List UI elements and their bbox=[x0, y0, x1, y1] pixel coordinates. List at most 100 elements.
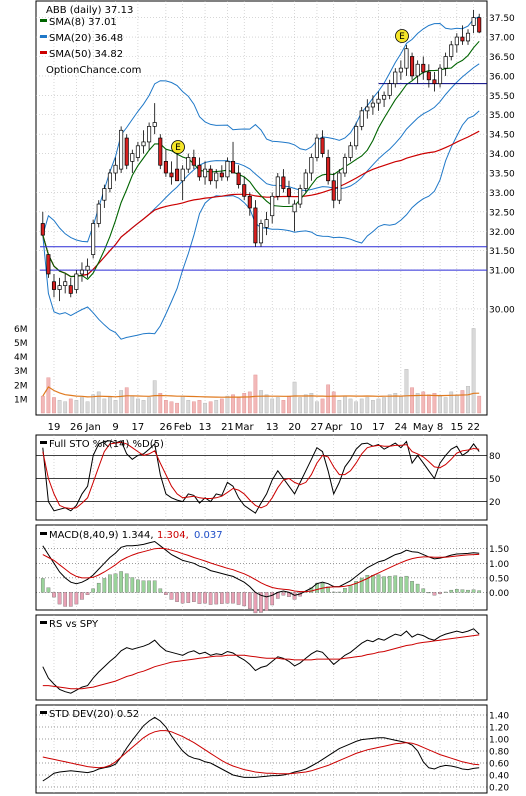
volume-bar bbox=[454, 394, 459, 414]
volume-bar bbox=[57, 400, 62, 414]
candle-body bbox=[404, 48, 409, 69]
candle-body bbox=[449, 44, 454, 57]
candle-body bbox=[96, 203, 101, 224]
candle-body bbox=[191, 157, 196, 166]
macd-histogram-bar bbox=[253, 592, 258, 614]
volume-bar bbox=[438, 395, 442, 414]
candle-body bbox=[376, 98, 381, 104]
earnings-marker-feb: E bbox=[171, 140, 185, 154]
candle-body bbox=[152, 122, 157, 127]
earnings-marker-label: E bbox=[175, 143, 181, 153]
volume-bar bbox=[298, 397, 303, 414]
macd-histogram-bar bbox=[415, 583, 420, 593]
volume-bar bbox=[449, 391, 454, 414]
earnings-marker-apr: E bbox=[395, 29, 409, 43]
candle-body bbox=[119, 129, 124, 170]
stddev-title: STD DEV(20) 0.52 bbox=[49, 709, 139, 720]
candle-body bbox=[113, 164, 118, 174]
macd-histogram-bar bbox=[337, 591, 342, 593]
volume-bars bbox=[40, 328, 482, 414]
candle-body bbox=[203, 168, 208, 178]
volume-tick-label: 3M bbox=[14, 367, 28, 377]
volume-bar bbox=[231, 394, 235, 414]
stddev-tick-label: 0.20 bbox=[489, 784, 509, 794]
macd-histogram-bar bbox=[231, 592, 235, 604]
price-tick-label: 36.00 bbox=[489, 72, 515, 82]
volume-tick-label: 6M bbox=[14, 325, 28, 335]
candle-body bbox=[465, 32, 471, 42]
macd-tick-label: 1.00 bbox=[489, 560, 509, 570]
candle-body bbox=[141, 141, 146, 147]
volume-bar bbox=[398, 395, 403, 414]
candle-body bbox=[387, 83, 392, 96]
candle-body bbox=[337, 172, 342, 201]
candle-body bbox=[124, 137, 129, 166]
x-tick-label: 20 bbox=[288, 422, 301, 433]
volume-bar bbox=[152, 380, 157, 414]
candle-body bbox=[421, 63, 426, 73]
macd-histogram-bar bbox=[466, 589, 470, 593]
x-tick-label: May bbox=[413, 422, 434, 433]
candle-body bbox=[298, 188, 303, 205]
indicator-lines bbox=[40, 440, 482, 782]
x-tick-label: 15 bbox=[450, 422, 463, 433]
macd-title: MACD(8,40,9) 1.344, bbox=[49, 530, 154, 541]
price-tick-label: 32.50 bbox=[489, 208, 515, 218]
volume-bar bbox=[421, 391, 426, 414]
volume-tick-label: 4M bbox=[14, 353, 28, 363]
macd-line bbox=[42, 540, 480, 598]
macd-histogram-bar bbox=[365, 575, 370, 593]
macd-hist-value: 0.037 bbox=[194, 530, 223, 541]
volume-bar bbox=[52, 397, 56, 414]
macd-histogram-bar bbox=[376, 574, 381, 593]
candle-body bbox=[393, 71, 398, 85]
macd-tick-label: 0.00 bbox=[489, 589, 509, 599]
volume-bar bbox=[96, 391, 101, 414]
macd-signal-line bbox=[42, 547, 480, 593]
candle-body bbox=[169, 172, 174, 178]
sma50-line bbox=[42, 130, 480, 278]
volume-bar bbox=[259, 390, 263, 414]
volume-bar bbox=[292, 381, 297, 414]
volume-bar bbox=[348, 398, 353, 414]
candle-body bbox=[303, 172, 308, 189]
volume-bar bbox=[136, 398, 140, 414]
candle-body bbox=[354, 126, 359, 147]
macd-histogram-bar bbox=[208, 592, 213, 605]
volume-average-line bbox=[42, 386, 480, 398]
candle-body bbox=[382, 94, 387, 100]
candle-body bbox=[247, 195, 252, 209]
candle-body bbox=[130, 153, 135, 162]
x-tick-label: 13 bbox=[199, 422, 212, 433]
stochastic-pane bbox=[35, 434, 488, 521]
candle-body bbox=[275, 176, 280, 197]
stddev-tick-label: 0.40 bbox=[489, 772, 509, 782]
rs-average-line bbox=[42, 634, 480, 690]
macd-histogram-bar bbox=[242, 592, 247, 607]
volume-bar bbox=[410, 387, 414, 414]
candle-body bbox=[79, 269, 84, 275]
macd-histogram-bar bbox=[186, 592, 191, 603]
stddev-average-line bbox=[42, 730, 480, 775]
stddev-pane bbox=[35, 704, 488, 794]
macd-histogram-bar bbox=[404, 575, 409, 593]
stddev-tick-label: 0.60 bbox=[489, 760, 509, 770]
x-tick-label: 22 bbox=[467, 422, 480, 433]
price-tick-label: 30.00 bbox=[489, 305, 515, 315]
volume-bar bbox=[225, 395, 230, 414]
macd-histogram-bar bbox=[91, 588, 95, 593]
price-pane bbox=[35, 0, 488, 416]
stochastic-d-line bbox=[42, 441, 480, 510]
candle-body bbox=[197, 164, 202, 178]
macd-histogram-bar bbox=[427, 592, 431, 594]
volume-bar bbox=[208, 401, 213, 414]
candle-body bbox=[68, 285, 73, 294]
volume-bar bbox=[119, 390, 124, 414]
macd-histogram-bar bbox=[180, 592, 185, 604]
legend-sma20: SMA(20) 36.48 bbox=[49, 33, 123, 44]
candle-body bbox=[219, 172, 224, 178]
volume-bar bbox=[315, 401, 319, 414]
macd-histogram-bar bbox=[74, 592, 79, 605]
volume-bar bbox=[108, 397, 112, 414]
x-tick-label: Apr bbox=[325, 422, 343, 433]
